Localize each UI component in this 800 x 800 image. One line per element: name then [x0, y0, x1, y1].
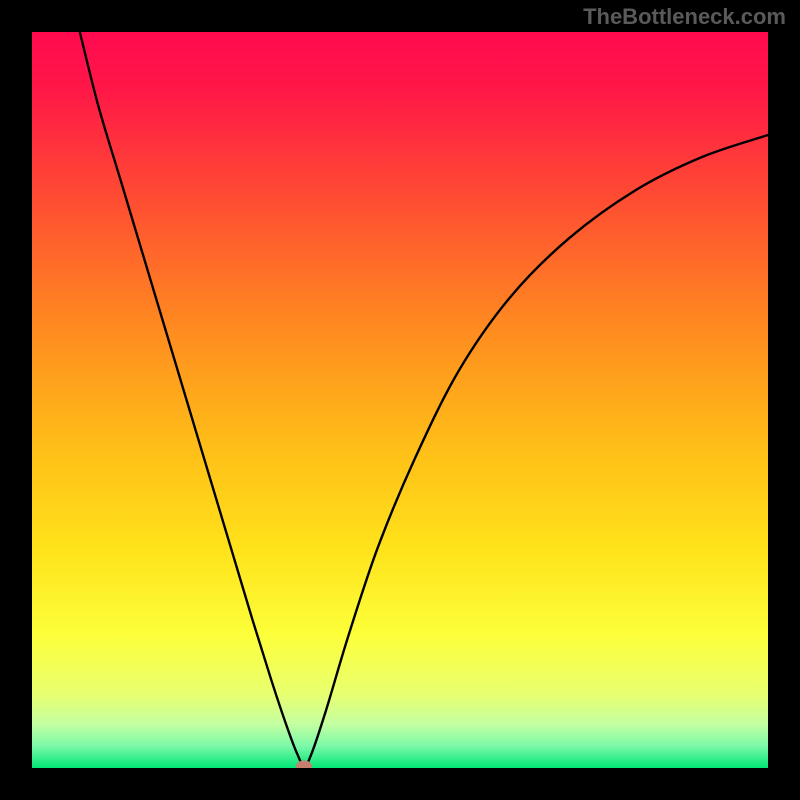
bottleneck-curve — [32, 32, 768, 768]
optimal-point-marker — [296, 760, 312, 768]
watermark-text: TheBottleneck.com — [583, 4, 786, 30]
plot-area — [32, 32, 768, 768]
curve-path — [80, 32, 768, 766]
